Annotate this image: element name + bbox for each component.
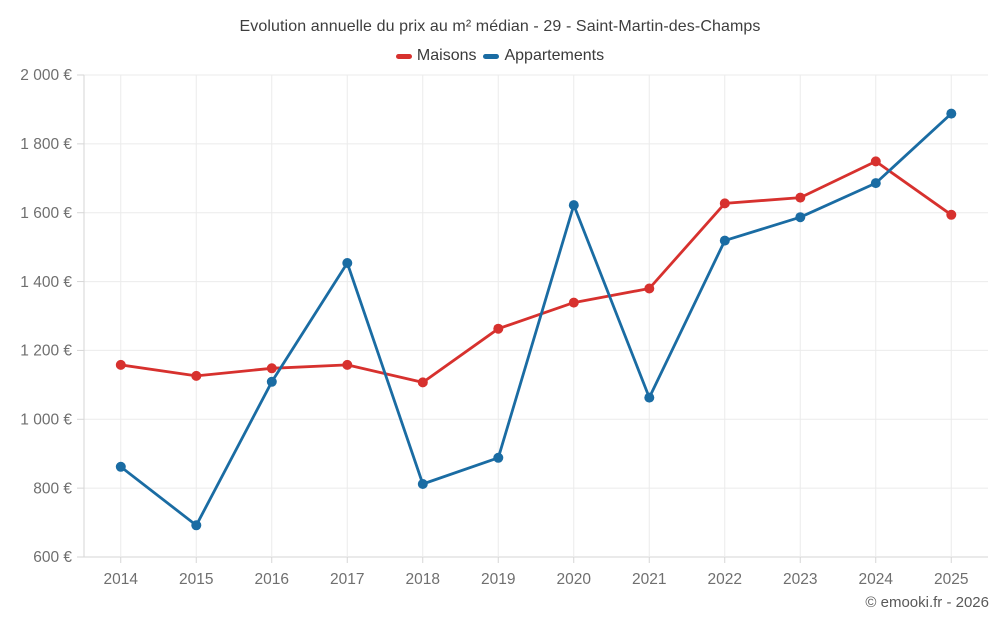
series-layer <box>115 108 957 531</box>
x-tick-label: 2015 <box>179 571 213 588</box>
x-tick-label: 2024 <box>859 571 894 588</box>
y-tick-label: 2 000 € <box>20 67 72 84</box>
data-point <box>342 258 353 268</box>
chart-title: Evolution annuelle du prix au m² médian … <box>239 18 761 35</box>
maisons-swatch-icon <box>395 53 412 59</box>
data-point <box>644 283 655 294</box>
x-tick-label: 2023 <box>783 571 817 588</box>
x-tick-label: 2016 <box>255 571 289 588</box>
data-point <box>644 392 655 403</box>
data-point <box>266 376 277 387</box>
x-tick-label: 2022 <box>708 571 742 588</box>
data-point <box>719 198 730 209</box>
data-point <box>493 323 504 334</box>
appartements-swatch-icon <box>483 53 500 59</box>
data-point <box>795 192 806 203</box>
data-point <box>266 363 277 374</box>
x-tick-label: 2014 <box>104 571 139 588</box>
data-point <box>115 461 126 472</box>
x-tick-label: 2019 <box>481 571 515 588</box>
data-point <box>191 370 202 381</box>
y-tick-label: 1 200 € <box>20 343 72 360</box>
footer-credit: © emooki.fr - 2026 <box>865 594 989 611</box>
data-point <box>417 479 428 489</box>
data-point <box>417 377 428 388</box>
data-point <box>946 209 957 220</box>
legend-item-appartements[interactable]: Appartements <box>483 47 604 65</box>
y-tick-label: 1 000 € <box>20 411 72 428</box>
data-point <box>946 108 957 119</box>
data-point <box>568 297 579 308</box>
series-maisons <box>115 156 957 388</box>
series-line <box>119 159 953 384</box>
legend-item-maisons[interactable]: Maisons <box>395 47 477 65</box>
legend-label-appartements: Appartements <box>504 47 605 64</box>
grid-layer <box>84 74 988 558</box>
legend-label-maisons: Maisons <box>416 47 477 64</box>
x-tick-label: 2018 <box>406 571 440 588</box>
data-point <box>795 212 806 223</box>
y-tick-label: 800 € <box>33 480 72 497</box>
y-tick-label: 1 400 € <box>20 274 72 291</box>
series-line <box>119 112 953 527</box>
data-point <box>342 359 353 370</box>
series-appartements <box>115 108 957 531</box>
data-point <box>493 452 504 463</box>
chart-legend: Maisons Appartements <box>0 47 1000 65</box>
data-point <box>115 359 126 370</box>
data-point <box>870 178 881 189</box>
y-tick-label: 1 800 € <box>20 136 72 153</box>
x-tick-label: 2020 <box>557 571 592 588</box>
y-tick-label: 600 € <box>33 549 72 566</box>
data-point <box>191 520 202 531</box>
axis-layer: 600 € 800 € 1 000 € 1 200 € 1 400 € 1 600 € 1 … <box>20 67 968 588</box>
data-point <box>568 200 579 211</box>
x-tick-label: 2021 <box>632 571 666 588</box>
x-tick-label: 2017 <box>330 571 364 588</box>
x-tick-label: 2025 <box>934 571 968 588</box>
data-point <box>870 156 881 167</box>
y-tick-label: 1 600 € <box>20 205 72 222</box>
data-point <box>719 235 730 246</box>
